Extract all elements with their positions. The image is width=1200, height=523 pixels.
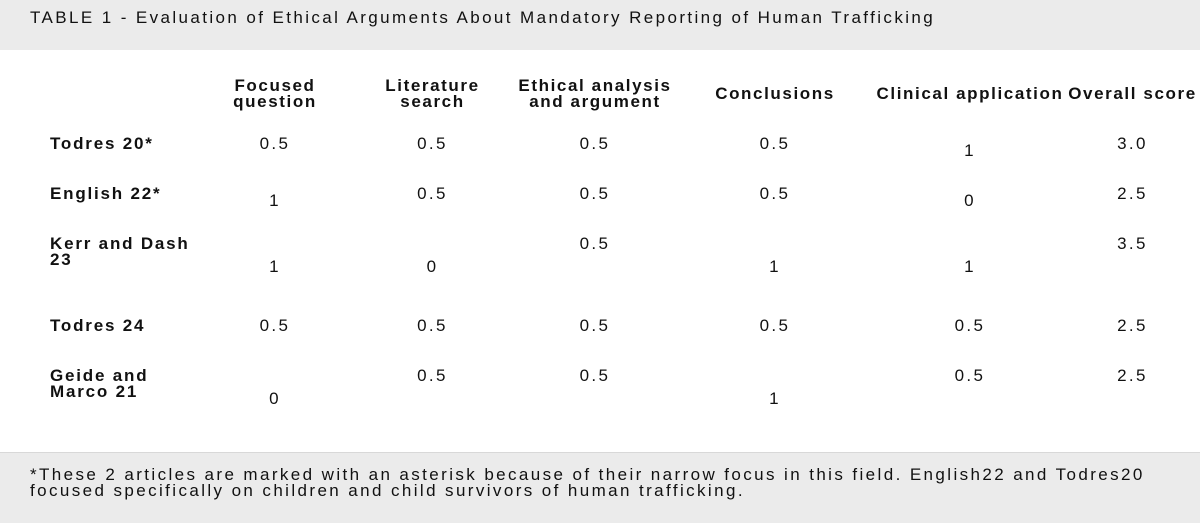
table-cell: 1 — [769, 389, 781, 408]
table-cell: 2.5 — [1117, 366, 1148, 385]
table-cell: 3.5 — [1117, 234, 1148, 253]
table-cell: 1 — [964, 257, 976, 276]
row-label: Geide and Marco 21 — [50, 366, 149, 401]
column-header: Conclusions — [715, 84, 835, 103]
footnote: *These 2 articles are marked with an ast… — [0, 452, 1200, 523]
table-cell: 0.5 — [579, 184, 611, 203]
column-header: Ethical analysis and argument — [518, 76, 672, 111]
table-cell: 0.5 — [259, 134, 291, 153]
table-row: Todres 20* 0.5 0.5 0.5 0.5 1 3.0 — [0, 126, 1200, 176]
table-cell: 1 — [769, 257, 781, 276]
data-table: Focused question Literature search Ethical… — [0, 62, 1200, 440]
row-label: English 22* — [50, 184, 162, 203]
corner-cell — [0, 62, 200, 126]
table-row: Todres 24 0.5 0.5 0.5 0.5 0.5 2.5 — [0, 308, 1200, 358]
column-header: Overall score — [1068, 84, 1197, 103]
table-cell: 0.5 — [759, 134, 791, 153]
table-cell: 1 — [964, 141, 976, 160]
table-cell: 0.5 — [417, 366, 448, 385]
table-cell: 0.5 — [579, 316, 611, 335]
table-cell: 2.5 — [1117, 184, 1148, 203]
table-cell: 0.5 — [579, 134, 611, 153]
column-header: Focused question — [233, 76, 317, 111]
row-label: Todres 24 — [50, 316, 146, 335]
column-header: Literature search — [385, 76, 480, 111]
table-cell: 1 — [269, 257, 281, 276]
row-label: Kerr and Dash 23 — [50, 234, 190, 269]
table-cell: 0.5 — [259, 316, 291, 335]
header-row: Focused question Literature search Ethical… — [0, 62, 1200, 126]
row-label: Todres 20* — [50, 134, 154, 153]
table-row: Geide and Marco 21 0 0.5 0.5 1 0.5 2.5 — [0, 358, 1200, 440]
table-cell: 0.5 — [954, 366, 986, 385]
table-cell: 0.5 — [579, 234, 611, 253]
table-cell: 0.5 — [579, 366, 611, 385]
table-cell: 0.5 — [417, 184, 448, 203]
table-row: Kerr and Dash 23 1 0 0.5 1 1 3.5 — [0, 226, 1200, 308]
table-cell: 0 — [964, 191, 976, 210]
table-cell: 0.5 — [759, 184, 791, 203]
table-cell: 3.0 — [1117, 134, 1148, 153]
table-cell: 1 — [269, 191, 281, 210]
table-cell: 0.5 — [417, 134, 448, 153]
table-cell: 0.5 — [417, 316, 448, 335]
table-title: TABLE 1 - Evaluation of Ethical Argument… — [0, 0, 1200, 50]
column-header: Clinical application — [876, 84, 1064, 103]
table-cell: 0.5 — [954, 316, 986, 335]
table-body: Todres 20* 0.5 0.5 0.5 0.5 1 3.0 English 22* 1 0.… — [0, 126, 1200, 440]
table-cell: 0.5 — [759, 316, 791, 335]
table-cell: 0 — [426, 257, 439, 276]
table-row: English 22* 1 0.5 0.5 0.5 0 2.5 — [0, 176, 1200, 226]
table-cell: 2.5 — [1117, 316, 1148, 335]
table-cell: 0 — [269, 389, 281, 408]
